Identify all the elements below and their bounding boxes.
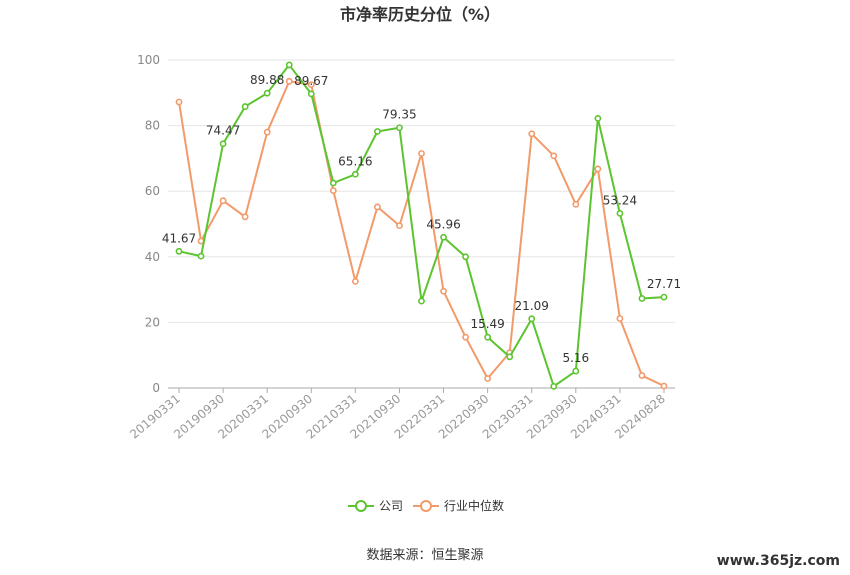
series-0-point[interactable] xyxy=(219,140,227,148)
series-line-1 xyxy=(178,80,665,387)
series-1-point[interactable] xyxy=(396,222,403,230)
data-label: 41.67 xyxy=(162,231,196,245)
y-tick-label: 100 xyxy=(137,53,160,67)
y-tick-label: 60 xyxy=(145,184,160,198)
watermark: www.365jz.com xyxy=(717,553,840,569)
series-1-point[interactable] xyxy=(462,333,469,341)
data-label: 45.96 xyxy=(426,217,460,231)
legend-marker-company xyxy=(355,500,367,512)
legend[interactable]: 公司 行业中位数 xyxy=(348,498,504,513)
series-1-point[interactable] xyxy=(263,128,271,136)
series-0-point[interactable] xyxy=(175,247,183,255)
series-0-point[interactable] xyxy=(550,382,558,390)
data-label: 65.16 xyxy=(338,154,372,168)
series-1-point[interactable] xyxy=(594,165,602,173)
data-label: 79.35 xyxy=(382,108,416,122)
series-0-point[interactable] xyxy=(484,333,492,341)
data-source: 数据来源：恒生聚源 xyxy=(366,548,483,563)
series-0-point[interactable] xyxy=(263,89,271,97)
series-1-point[interactable] xyxy=(528,130,536,138)
y-tick-label: 20 xyxy=(145,315,160,329)
grid xyxy=(168,59,675,323)
series-0-point[interactable] xyxy=(329,179,337,187)
legend-marker-industry xyxy=(420,500,432,512)
series-0-point[interactable] xyxy=(660,293,668,301)
series-0-point[interactable] xyxy=(528,315,536,323)
series-1-point[interactable] xyxy=(484,375,492,382)
series-1-point[interactable] xyxy=(175,98,183,106)
series-1-point[interactable] xyxy=(219,197,227,205)
series-1-point[interactable] xyxy=(550,152,558,160)
y-tick-label: 80 xyxy=(145,119,160,133)
series-0-point[interactable] xyxy=(418,297,425,305)
series-0-point[interactable] xyxy=(374,128,381,135)
y-tick-label: 0 xyxy=(152,381,160,395)
series-0-point[interactable] xyxy=(197,252,205,260)
chart-title: 市净率历史分位（%） xyxy=(340,5,500,24)
series-1-point[interactable] xyxy=(329,187,337,194)
series-1-point[interactable] xyxy=(241,213,249,221)
legend-label-company: 公司 xyxy=(379,499,403,513)
series-1-point[interactable] xyxy=(374,203,381,211)
series-1-point[interactable] xyxy=(285,77,293,85)
series-1-point[interactable] xyxy=(660,382,668,390)
series-1-point[interactable] xyxy=(440,287,447,295)
series-0-point[interactable] xyxy=(572,367,580,375)
data-labels: 41.67 74.47 89.88 89.67 65.16 79.35 45.96 15.49… xyxy=(162,73,681,365)
series-0-point[interactable] xyxy=(638,295,646,302)
series-0-point[interactable] xyxy=(440,233,447,241)
series-0-point[interactable] xyxy=(285,61,293,69)
series-0-point[interactable] xyxy=(462,253,469,261)
series-0-point[interactable] xyxy=(594,114,602,122)
y-tick-label: 40 xyxy=(145,250,160,264)
data-label: 89.88 xyxy=(250,73,284,87)
series-0-point[interactable] xyxy=(241,103,249,110)
y-axis: 0 20 40 60 80 100 xyxy=(137,53,160,395)
data-label: 27.71 xyxy=(647,277,681,291)
series-1-point[interactable] xyxy=(616,315,624,322)
legend-item-company[interactable]: 公司 xyxy=(348,499,403,513)
legend-label-industry: 行业中位数 xyxy=(444,498,504,513)
series-1-point[interactable] xyxy=(638,372,646,379)
data-label: 53.24 xyxy=(603,193,637,207)
series-0-point[interactable] xyxy=(506,353,514,361)
series-1-point[interactable] xyxy=(351,277,359,285)
data-label: 5.16 xyxy=(562,351,589,365)
series-0-point[interactable] xyxy=(351,170,359,178)
data-label: 74.47 xyxy=(206,124,240,138)
series xyxy=(175,61,668,390)
series-0-point[interactable] xyxy=(616,209,624,217)
data-label: 89.67 xyxy=(294,74,328,88)
series-1-point[interactable] xyxy=(572,200,580,208)
series-0-point[interactable] xyxy=(396,124,403,132)
legend-item-industry[interactable]: 行业中位数 xyxy=(413,498,504,513)
data-label: 21.09 xyxy=(515,299,549,313)
x-axis: 2019033120190930202003312020093020210331… xyxy=(127,387,675,442)
series-line-0 xyxy=(178,63,665,388)
series-1-point[interactable] xyxy=(418,150,425,157)
series-0-point[interactable] xyxy=(307,90,315,98)
data-label: 15.49 xyxy=(470,317,504,331)
series-1-point[interactable] xyxy=(307,81,315,88)
